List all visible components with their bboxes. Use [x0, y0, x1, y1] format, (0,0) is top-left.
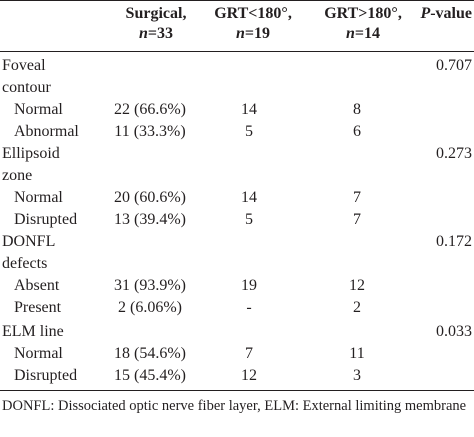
table-row: Disrupted 15 (45.4%) 12 3 — [14, 367, 361, 384]
top-rule — [0, 0, 474, 1]
table-row: Normal 18 (54.6%) 7 11 — [14, 345, 365, 362]
table-footnote: DONFL: Dissociated optic nerve fiber lay… — [2, 398, 467, 414]
header-grt-less-180: GRT<180°, n=19 — [214, 5, 292, 42]
header-p-value: P-value — [420, 5, 472, 22]
header-grt-greater-180: GRT>180°, n=14 — [324, 5, 402, 42]
header-rule — [0, 51, 474, 52]
p-value: 0.172 — [436, 233, 472, 250]
section-label: DONFL — [2, 233, 56, 250]
section-donfl-defects: DONFL 0.172 — [0, 231, 474, 253]
table-row: Disrupted 13 (39.4%) 5 7 — [14, 211, 361, 228]
section-label-cont: defects — [2, 255, 48, 272]
section-ellipsoid-zone: Ellipsoid 0.273 — [0, 143, 474, 165]
section-label: Ellipsoid — [2, 145, 60, 162]
section-label: Foveal — [2, 57, 46, 74]
section-foveal-contour: Foveal 0.707 — [0, 55, 474, 77]
p-value: 0.707 — [436, 57, 472, 74]
table-row: Normal 22 (66.6%) 14 8 — [14, 101, 361, 118]
header-surgical: Surgical, n=33 — [125, 5, 187, 42]
bottom-rule — [0, 390, 474, 391]
section-label-cont: contour — [2, 79, 51, 96]
table-row: Present 2 (6.06%) - 2 — [14, 299, 361, 316]
section-label: ELM line — [2, 323, 64, 340]
table-row: Abnormal 11 (33.3%) 5 6 — [14, 123, 361, 140]
p-value: 0.033 — [436, 323, 472, 340]
p-value: 0.273 — [436, 145, 472, 162]
section-label-cont: zone — [2, 167, 33, 184]
table-row: Normal 20 (60.6%) 14 7 — [14, 189, 361, 206]
table-row: Absent 31 (93.9%) 19 12 — [14, 277, 365, 294]
section-elm-line: ELM line 0.033 — [0, 321, 474, 343]
